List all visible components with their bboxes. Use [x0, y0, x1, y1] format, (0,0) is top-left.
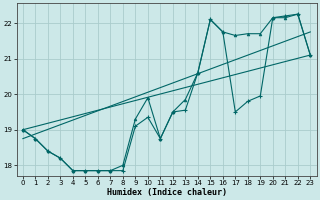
- X-axis label: Humidex (Indice chaleur): Humidex (Indice chaleur): [107, 188, 227, 197]
